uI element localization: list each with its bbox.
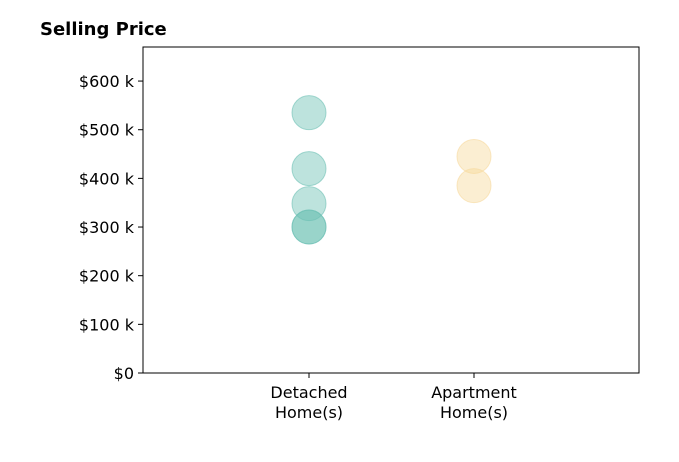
x-tick-label: Apartment [431, 383, 517, 402]
x-tick-label: Detached [270, 383, 347, 402]
y-tick-label: $200 k [79, 267, 135, 286]
y-tick-label: $400 k [79, 169, 135, 188]
data-point [291, 95, 327, 131]
plot-area [142, 46, 640, 374]
y-tick-label: $500 k [79, 121, 135, 140]
y-tick-label: $300 k [79, 218, 135, 237]
data-point [291, 209, 327, 245]
y-tick-label: $100 k [79, 315, 135, 334]
data-points [291, 95, 492, 245]
data-point [456, 168, 492, 204]
x-tick-label: Home(s) [275, 403, 343, 422]
data-point [291, 151, 327, 187]
chart-title: Selling Price [40, 19, 167, 40]
data-point [456, 138, 492, 174]
y-tick-label: $0 [114, 364, 134, 383]
x-tick-label: Home(s) [440, 403, 508, 422]
y-axis: $0 $100 k $200 k $300 k $400 k $500 k $600 k [79, 72, 143, 383]
y-tick-label: $600 k [79, 72, 135, 91]
